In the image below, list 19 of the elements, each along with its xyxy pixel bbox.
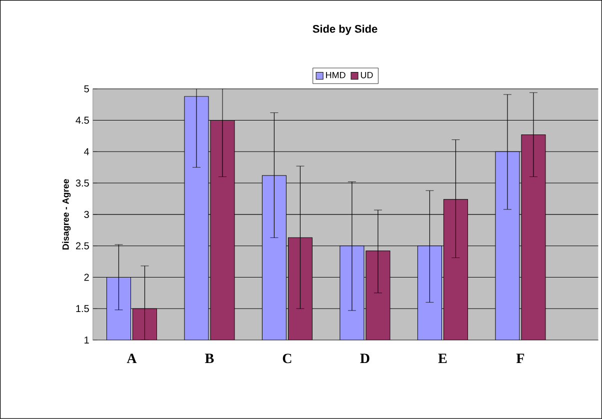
legend-label: UD bbox=[360, 72, 373, 78]
x-tick-label: C bbox=[282, 354, 292, 364]
y-tick-label: 1 bbox=[84, 336, 89, 344]
y-tick-label: 4 bbox=[84, 148, 90, 156]
y-axis-title: Disagree - Agree bbox=[62, 179, 71, 250]
x-tick-label: B bbox=[205, 354, 214, 364]
y-tick-label: 1.5 bbox=[76, 305, 89, 312]
y-tick-label: 2.5 bbox=[76, 242, 89, 250]
x-tick-label: E bbox=[438, 354, 447, 364]
legend-label: HMD bbox=[326, 72, 346, 78]
y-tick-label: 4.5 bbox=[76, 116, 89, 124]
y-tick-label: 5 bbox=[84, 85, 89, 92]
x-tick-label: F bbox=[516, 354, 524, 364]
y-tick-label: 2 bbox=[84, 274, 89, 281]
chart-title: Side by Side bbox=[312, 24, 378, 35]
x-tick-label: D bbox=[360, 354, 370, 364]
y-tick-label: 3 bbox=[84, 210, 89, 218]
y-tick-label: 3.5 bbox=[76, 180, 89, 187]
x-tick-label: A bbox=[126, 354, 137, 364]
